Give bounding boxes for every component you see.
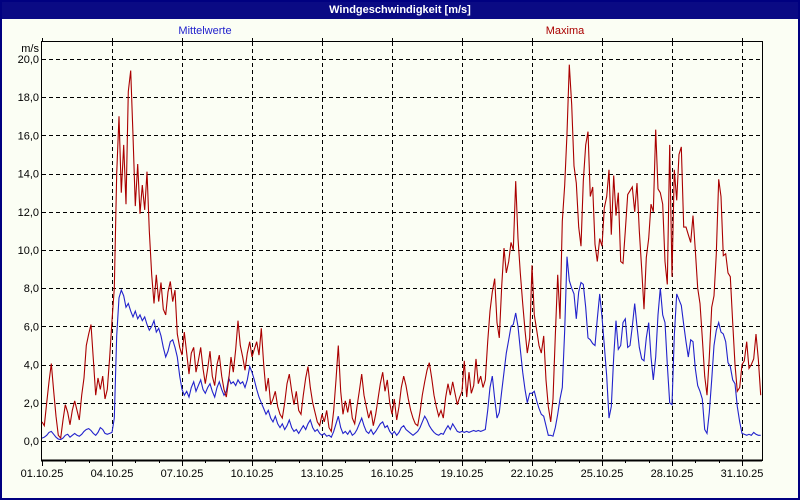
x-tick-label: 31.10.25 bbox=[721, 468, 764, 480]
y-tick-label: 16,0 bbox=[18, 130, 39, 142]
y-tick-label: 18,0 bbox=[18, 92, 39, 104]
y-tick-label: 6,0 bbox=[24, 321, 39, 333]
series-line-mittelwerte bbox=[41, 256, 761, 441]
x-tick-label: 13.10.25 bbox=[301, 468, 344, 480]
x-tick-label: 28.10.25 bbox=[651, 468, 694, 480]
legend-label-maxima: Maxima bbox=[545, 25, 585, 37]
y-tick-label: 10,0 bbox=[18, 245, 39, 257]
y-tick-label: 14,0 bbox=[18, 169, 39, 181]
y-tick-label: 12,0 bbox=[18, 207, 39, 219]
x-tick-label: 16.10.25 bbox=[371, 468, 414, 480]
x-tick-label: 10.10.25 bbox=[231, 468, 274, 480]
legend-label-mittelwerte: Mittelwerte bbox=[178, 25, 232, 37]
x-tick-label: 07.10.25 bbox=[161, 468, 204, 480]
title-bar: Windgeschwindigkeit [m/s] bbox=[2, 2, 798, 19]
y-tick-label: 20,0 bbox=[18, 54, 39, 66]
x-tick-label: 04.10.25 bbox=[91, 468, 134, 480]
series-line-maxima bbox=[41, 64, 762, 440]
x-tick-label: 19.10.25 bbox=[441, 468, 484, 480]
x-tick-label: 25.10.25 bbox=[581, 468, 624, 480]
x-tick-label: 22.10.25 bbox=[511, 468, 554, 480]
y-axis-unit-label: m/s bbox=[21, 43, 39, 55]
x-tick-label: 01.10.25 bbox=[21, 468, 64, 480]
y-tick-label: 2,0 bbox=[24, 398, 39, 410]
y-tick-label: 4,0 bbox=[24, 360, 39, 372]
y-tick-label: 0,0 bbox=[24, 436, 39, 448]
y-tick-label: 8,0 bbox=[24, 283, 39, 295]
window-title: Windgeschwindigkeit [m/s] bbox=[329, 4, 471, 16]
